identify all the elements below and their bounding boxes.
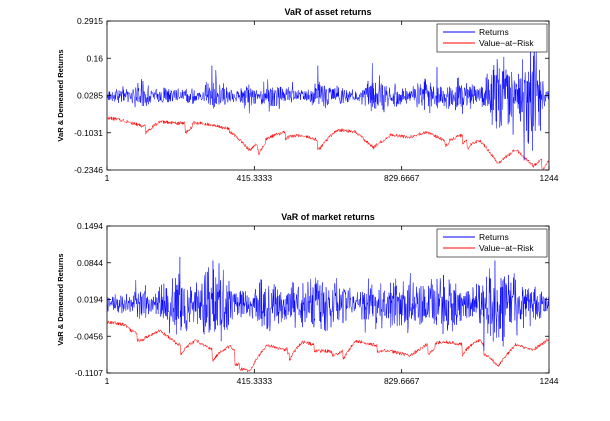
y-tick-label: 0.0194 xyxy=(77,295,103,305)
y-axis-label: VaR & Demeaned Returns xyxy=(56,49,65,141)
y-tick-label: 0.2915 xyxy=(77,16,103,26)
x-tick-label: 1244 xyxy=(540,376,559,386)
chart-panel-2: VaR of market returns VaR & Demeaned Retu… xyxy=(56,212,559,386)
y-axis-label: VaR & Demeaned Returns xyxy=(56,253,65,345)
series-line-value-at-risk xyxy=(107,116,549,170)
chart-title: VaR of market returns xyxy=(281,212,375,222)
legend-label-value-at-risk: Value−at−Risk xyxy=(479,38,534,48)
y-tick-label: -0.1107 xyxy=(75,368,103,378)
legend-label-returns: Returns xyxy=(479,27,509,37)
x-tick-label: 415.3333 xyxy=(237,173,273,183)
series-line-returns xyxy=(107,256,549,351)
series-line-value-at-risk xyxy=(107,319,549,373)
y-tick-label: -0.0456 xyxy=(74,331,103,341)
y-tick-label: -0.2346 xyxy=(74,165,103,175)
legend-box xyxy=(436,228,548,258)
y-tick-label: 0.1494 xyxy=(77,221,103,231)
y-tick-label: -0.1031 xyxy=(74,128,103,138)
y-tick-label: 0.16 xyxy=(86,53,103,63)
legend-label-returns: Returns xyxy=(479,232,509,242)
legend-box xyxy=(436,23,548,53)
y-tick-label: 0.0285 xyxy=(77,91,103,101)
x-tick-label: 829.6667 xyxy=(384,173,420,183)
x-tick-label: 829.6667 xyxy=(384,376,420,386)
x-tick-label: 1 xyxy=(105,376,110,386)
x-tick-label: 1 xyxy=(105,173,110,183)
chart-title: VaR of asset returns xyxy=(284,7,371,17)
series-line-returns xyxy=(107,36,549,161)
y-tick-label: 0.0844 xyxy=(77,258,103,268)
chart-panel-1: VaR of asset returns VaR & Demeaned Retur… xyxy=(56,7,559,183)
x-tick-label: 415.3333 xyxy=(237,376,273,386)
x-tick-label: 1244 xyxy=(540,173,559,183)
legend-label-value-at-risk: Value−at−Risk xyxy=(479,243,534,253)
